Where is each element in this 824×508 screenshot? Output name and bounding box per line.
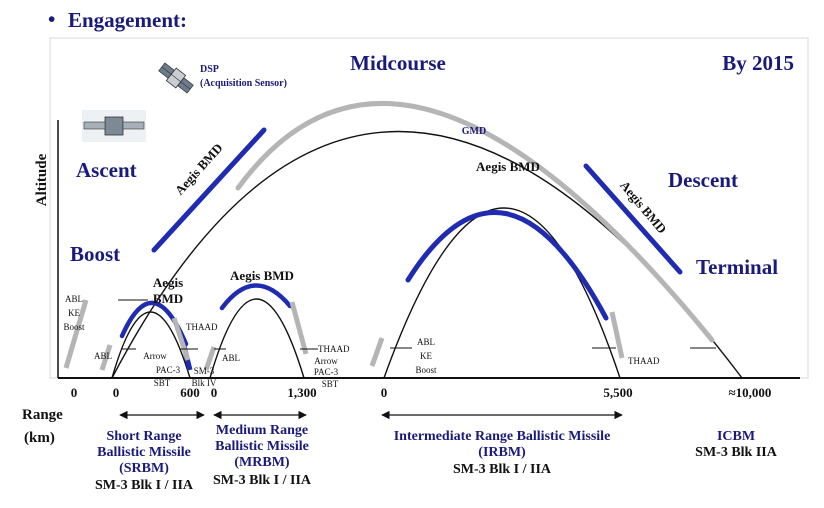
phase-ascent: Ascent [76,158,137,182]
arrow-pac3-sbt-srbm-2: PAC-3 [156,365,181,375]
srbm-name-3: (SRBM) [119,461,169,476]
thaad-mrbm-label: THAAD [318,344,350,354]
srbm-trajectory [111,311,191,379]
mrbm-name-2: Ballistic Missile [215,439,309,454]
irbm-name-2: (IRBM) [478,445,526,460]
sensor-description: (Acquisition Sensor) [200,78,287,89]
thaad-irbm-label: THAAD [628,356,660,366]
mrbm-name-1: Medium Range [216,423,308,438]
tick-0-origin: 0 [71,385,78,400]
sm3-blk-iv-label-1: SM-3 [194,366,215,376]
tick-1300: 1,300 [287,385,316,400]
irbm-name-1: Intermediate Range Ballistic Missile [394,429,611,444]
page-title: Engagement: [68,8,187,32]
tick-5500: 5,500 [603,385,632,400]
irbm-abl-gray-bar [369,337,385,367]
srbm-interceptor: SM-3 Blk I / IIA [95,478,194,493]
mrbm-name-3: (MRBM) [234,455,290,470]
tick-0-irbm: 0 [381,385,388,400]
abl-ke-boost-irbm-2: KE [420,351,432,361]
x-axis-label-line1: Range [22,407,63,423]
srbm-abl-gray-bar [99,344,113,371]
satellite-icon [158,62,194,94]
abl-ke-boost-irbm-3: Boost [415,365,437,375]
mrbm-abl-gray-bar [203,346,217,371]
aegis-ascent-segment [151,127,267,253]
tick-600: 600 [180,385,200,400]
thaad-srbm-label: THAAD [186,322,218,332]
tick-0-mrbm: 0 [211,385,218,400]
sm3-blk-iv-label-2: Blk IV [192,378,217,388]
arrow-pac3-sbt-mrbm-2: PAC-3 [314,367,339,377]
irbm-interceptor: SM-3 Blk I / IIA [453,462,552,477]
abl-ke-boost-left-2: KE [68,308,80,318]
icbm-interceptor: SM-3 Blk IIA [695,445,778,460]
ascent-satellite-icon [82,110,146,142]
phase-terminal: Terminal [696,255,778,279]
aegis-irbm-label: Aegis BMD [476,159,540,174]
aegis-mrbm-label: Aegis BMD [230,268,294,283]
phase-boost: Boost [70,242,120,266]
irbm-aegis-arc [405,210,609,321]
icbm-name: ICBM [717,429,755,444]
irbm-thaad-gray-bar [609,311,625,359]
arrow-pac3-sbt-mrbm-1: Arrow [314,356,338,366]
tick-0-srbm: 0 [113,385,120,400]
aegis-srbm-label-2: BMD [153,291,183,306]
phase-midcourse: Midcourse [350,51,446,75]
gmd-segment [235,100,715,343]
timeframe-label: By 2015 [722,51,794,75]
gmd-label: GMD [462,126,486,137]
abl-ke-boost-left-1: ABL [65,294,83,304]
srbm-name-1: Short Range [106,429,181,444]
phase-descent: Descent [668,168,738,192]
diagram-frame [49,37,809,379]
aegis-descent-segment [583,163,683,275]
y-axis-label: Altitude [34,153,50,206]
srbm-thaad-gray-bar [171,317,191,361]
abl-boost-gray-bar [63,299,89,369]
mrbm-aegis-arc [219,283,293,311]
abl-srbm-label: ABL [94,351,112,361]
abl-ke-boost-left-3: Boost [63,322,85,332]
aegis-ascent-label: Aegis BMD [172,140,226,198]
abl-ke-boost-irbm-1: ABL [417,337,435,347]
header-bullet: • [48,7,55,31]
x-axis-label-line2: (km) [24,430,55,446]
abl-mrbm-label: ABL [222,353,240,363]
irbm-trajectory [383,207,621,379]
arrow-pac3-sbt-mrbm-3: SBT [322,379,339,389]
arrow-pac3-sbt-srbm-1: Arrow [143,351,167,361]
aegis-srbm-label-1: Aegis [153,275,183,290]
mrbm-interceptor: SM-3 Blk I / IIA [213,473,312,488]
sensor-name: DSP [200,64,219,75]
mrbm-trajectory [209,298,305,379]
mrbm-thaad-gray-bar [289,301,309,355]
tick-10000: ≈10,000 [729,385,772,400]
arrow-pac3-sbt-srbm-3: SBT [154,378,171,388]
srbm-name-2: Ballistic Missile [97,445,191,460]
